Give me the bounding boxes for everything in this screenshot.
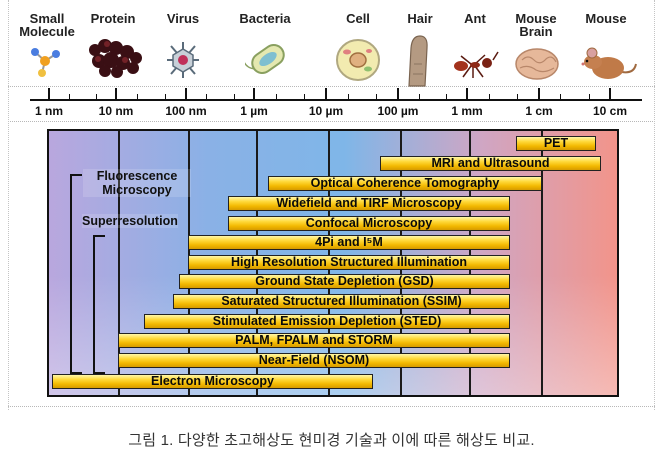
- scale-minor-tick: [96, 94, 97, 100]
- hair-icon: [408, 35, 428, 87]
- cell-icon: [336, 39, 380, 81]
- molecule-icon: [31, 48, 60, 77]
- bracket-fluorescence: [70, 174, 82, 374]
- scale-major-tick: [115, 88, 117, 100]
- technique-bar-mri-ultrasound: MRI and Ultrasound: [380, 156, 601, 171]
- scale-major-tick: [325, 88, 327, 100]
- technique-bar-pet: PET: [516, 136, 596, 151]
- technique-bar-gsd: Ground State Depletion (GSD): [179, 274, 510, 289]
- scale-minor-tick: [419, 94, 420, 100]
- virus-icon: [167, 42, 199, 78]
- object-label-virus: Virus: [166, 11, 200, 26]
- scale-minor-tick: [234, 94, 235, 100]
- scale-major-tick: [609, 88, 611, 100]
- technique-bar-sted: Stimulated Emission Depletion (STED): [144, 314, 510, 329]
- object-label-cell: Cell: [346, 11, 370, 26]
- technique-bar-widefield-tirf: Widefield and TIRF Microscopy: [228, 196, 510, 211]
- scale-label-10nm: 10 nm: [98, 104, 134, 118]
- scale-minor-tick: [69, 94, 70, 100]
- technique-bar-4pi-i5m: 4Pi and I⁵M: [188, 235, 510, 250]
- gridline: [118, 131, 120, 395]
- scale-minor-tick: [304, 94, 305, 100]
- scale-label-1um: 1 µm: [240, 104, 268, 118]
- brain-icon: [515, 48, 559, 80]
- technique-bar-palm-storm: PALM, FPALM and STORM: [118, 333, 510, 348]
- scale-minor-tick: [276, 94, 277, 100]
- scale-minor-tick: [446, 94, 447, 100]
- scale-minor-tick: [137, 94, 138, 100]
- scale-minor-tick: [348, 94, 349, 100]
- object-label-mouse-brain: Mouse Brain: [515, 11, 557, 39]
- scale-minor-tick: [165, 94, 166, 100]
- group-label-fluorescence: Fluorescence Microscopy: [83, 169, 191, 197]
- scale-minor-tick: [517, 94, 518, 100]
- object-label-hair: Hair: [407, 11, 433, 26]
- object-label-bacteria: Bacteria: [239, 11, 291, 26]
- group-label-superresolution: Superresolution: [82, 214, 178, 228]
- technique-bar-hr-structured-illumination: High Resolution Structured Illumination: [188, 255, 510, 270]
- scale-major-tick: [253, 88, 255, 100]
- figure-caption: 그림 1. 다양한 초고해상도 현미경 기술과 이에 따른 해상도 비교.: [128, 432, 535, 449]
- scale-major-tick: [397, 88, 399, 100]
- scale-label-10um: 10 µm: [308, 104, 344, 118]
- scale-major-tick: [466, 88, 468, 100]
- scale-minor-tick: [206, 94, 207, 100]
- scale-label-1cm: 1 cm: [525, 104, 553, 118]
- scale-minor-tick: [489, 94, 490, 100]
- scale-minor-tick: [589, 94, 590, 100]
- divider: [8, 86, 655, 87]
- scale-label-100nm: 100 nm: [165, 104, 207, 118]
- divider: [8, 406, 655, 407]
- divider: [8, 0, 9, 410]
- mouse-icon: [581, 47, 637, 79]
- bacteria-icon: [245, 43, 285, 75]
- divider: [8, 121, 655, 122]
- scale-minor-tick: [560, 94, 561, 100]
- scale-axis: [30, 99, 642, 101]
- technique-bar-confocal: Confocal Microscopy: [228, 216, 510, 231]
- object-label-protein: Protein: [90, 11, 136, 26]
- scale-label-1nm: 1 nm: [34, 104, 64, 118]
- technique-bar-nsom: Near-Field (NSOM): [118, 353, 510, 368]
- technique-bar-ssim: Saturated Structured Illumination (SSIM): [173, 294, 510, 309]
- object-label-mouse: Mouse: [585, 11, 627, 26]
- object-label-ant: Ant: [464, 11, 486, 26]
- scale-major-tick: [48, 88, 50, 100]
- protein-icon: [89, 39, 142, 78]
- scale-major-tick: [185, 88, 187, 100]
- technique-bar-electron: Electron Microscopy: [52, 374, 373, 389]
- ant-icon: [454, 51, 499, 78]
- object-label-small-molecule: Small Molecule: [19, 11, 75, 39]
- bracket-superresolution: [93, 235, 105, 374]
- scale-major-tick: [538, 88, 540, 100]
- divider: [654, 0, 655, 410]
- scale-label-1mm: 1 mm: [451, 104, 483, 118]
- scale-minor-tick: [376, 94, 377, 100]
- gridline: [541, 131, 543, 395]
- scale-label-10cm: 10 cm: [592, 104, 628, 118]
- scale-label-100um: 100 µm: [377, 104, 419, 118]
- technique-bar-oct: Optical Coherence Tomography: [268, 176, 542, 191]
- resolution-panel: Fluorescence Microscopy Superresolution …: [47, 129, 619, 397]
